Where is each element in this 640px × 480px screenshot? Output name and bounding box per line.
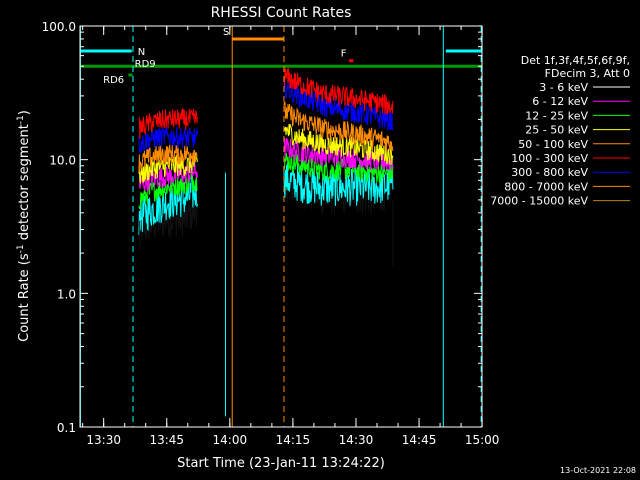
series-line	[138, 107, 198, 139]
legend-header-line-2: FDecim 3, Att 0	[545, 67, 630, 80]
x-axis-label: Start Time (23-Jan-11 13:24:22)	[177, 456, 385, 471]
legend-item-label: 300 - 800 keV	[511, 166, 588, 179]
flag-label-s: S	[223, 27, 229, 38]
x-tick-label: 13:30	[86, 433, 121, 447]
series-line	[138, 197, 198, 242]
flag-label-f: F	[341, 49, 347, 60]
y-tick-label: 10.0	[49, 154, 76, 168]
series-line	[283, 137, 394, 171]
series-line	[283, 101, 394, 152]
y-tick-label: 1.0	[57, 287, 76, 301]
x-axis: 13:30 13:45 14:00 14:15 14:30 14:45 15:00	[82, 26, 500, 447]
flag-label-rd6: RD6	[103, 75, 124, 86]
series-line	[138, 143, 198, 173]
legend-item-label: 100 - 300 keV	[511, 152, 588, 165]
x-tick-label: 13:45	[149, 433, 184, 447]
y-axis: 0.1 1.0 10.0 100.0	[42, 20, 482, 435]
legend-item-label: 3 - 6 keV	[539, 81, 588, 94]
legend-item-label: 6 - 12 keV	[532, 95, 588, 108]
x-tick-label: 14:30	[339, 433, 374, 447]
legend-item-label: 7000 - 15000 keV	[490, 195, 588, 208]
y-axis-label: Count Rate (s-1 detector segment-1)	[16, 110, 32, 342]
series-layer	[138, 68, 394, 417]
legend-item-label: 50 - 100 keV	[518, 138, 588, 151]
y-tick-label: 0.1	[57, 421, 76, 435]
legend-header-line-1: Det 1f,3f,4f,5f,6f,9f,	[521, 54, 630, 67]
flag-label-n: N	[138, 47, 145, 58]
x-tick-label: 14:15	[276, 433, 311, 447]
legend-item-label: 800 - 7000 keV	[504, 180, 588, 193]
x-tick-label: 14:00	[213, 433, 248, 447]
x-tick-label: 15:00	[465, 433, 500, 447]
series-line	[283, 68, 394, 115]
series-line	[283, 162, 394, 206]
flag-label-rd9: RD9	[135, 59, 156, 70]
chart-title: RHESSI Count Rates	[211, 5, 352, 21]
series-line	[138, 125, 198, 154]
plot-frame	[79, 25, 483, 428]
series-line	[283, 123, 394, 165]
legend-item-label: 25 - 50 keV	[525, 124, 588, 137]
series-line	[138, 161, 198, 192]
footer-timestamp: 13-Oct-2021 22:08	[560, 466, 636, 475]
legend-item-label: 12 - 25 keV	[525, 109, 588, 122]
legend: Det 1f,3f,4f,5f,6f,9f, FDecim 3, Att 0 3…	[490, 54, 630, 208]
y-tick-label: 100.0	[42, 20, 76, 34]
x-tick-label: 14:45	[402, 433, 437, 447]
flags-layer: N S F RD6 RD9	[80, 27, 482, 86]
series-line	[138, 152, 198, 184]
